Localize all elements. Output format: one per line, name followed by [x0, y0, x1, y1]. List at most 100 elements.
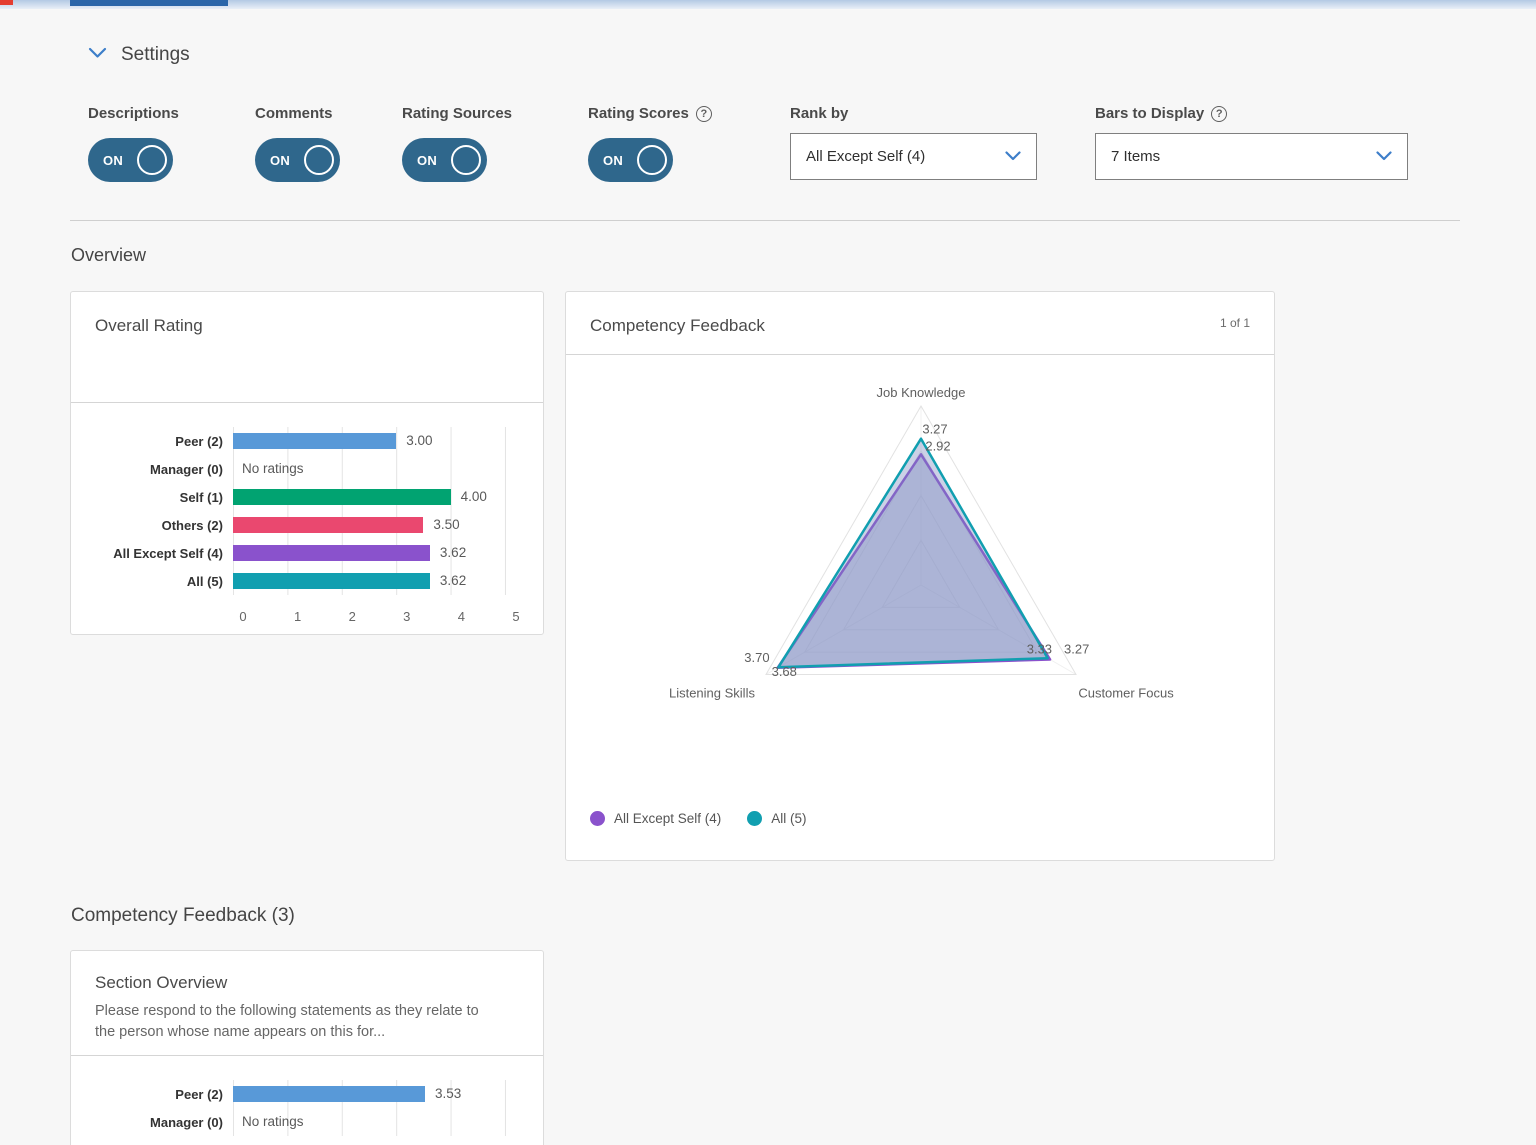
bar-category-label: Self (1) — [179, 489, 223, 505]
toggle-knob — [304, 145, 334, 175]
bar — [233, 573, 430, 589]
card-divider — [71, 402, 543, 403]
bar-row: Others (2) 3.50 — [81, 511, 543, 539]
dropdown-group-rank-by: Rank by All Except Self (4) — [790, 105, 1037, 180]
active-tab-indicator[interactable] — [70, 0, 228, 6]
dropdown-group-bars-to-display: Bars to Display? 7 Items — [1095, 105, 1408, 180]
overall-rating-title: Overall Rating — [95, 316, 203, 335]
legend-item: All (5) — [747, 811, 807, 826]
bar-value-label: 4.00 — [460, 489, 487, 504]
bar-track: 3.62 — [233, 539, 506, 567]
bar-value-label: 3.62 — [439, 545, 467, 560]
no-ratings-label: No ratings — [242, 461, 304, 476]
bar-row: Manager (0) No ratings — [81, 455, 543, 483]
dropdown-value: All Except Self (4) — [806, 148, 926, 165]
bar-row: Peer (2) 3.00 — [81, 427, 543, 455]
toggle-switch[interactable]: ON — [88, 138, 173, 182]
x-axis-tick: 4 — [457, 609, 466, 624]
bar-value-label: 3.50 — [433, 517, 460, 532]
bar-row: All (5) 3.62 — [81, 567, 543, 595]
chevron-down-icon — [88, 46, 107, 64]
overview-heading: Overview — [71, 245, 147, 265]
toggle-switch[interactable]: ON — [255, 138, 340, 182]
section-overview-title: Section Overview — [95, 973, 228, 992]
competency-feedback-card: Competency Feedback 1 of 1 3.27 2.92 3.70 3… — [565, 291, 1275, 861]
toggle-label: Rating Scores? — [588, 105, 712, 122]
bar-value-label: 3.53 — [435, 1086, 462, 1102]
toggle-state-label: ON — [417, 152, 438, 168]
bar-row: Self (1) 4.00 — [81, 483, 543, 511]
bar-category-label: All Except Self (4) — [113, 545, 223, 561]
bar-track: No ratings — [233, 1108, 506, 1137]
legend-item: All Except Self (4) — [590, 811, 721, 826]
settings-controls: Descriptions ON Comments ON Rating Sources ON… — [0, 105, 1536, 215]
toggle-group-descriptions: Descriptions ON — [88, 105, 179, 182]
toggle-state-label: ON — [603, 152, 624, 168]
bar-category-label: Peer (2) — [175, 1086, 223, 1102]
toggle-state-label: ON — [270, 152, 291, 168]
settings-title: Settings — [121, 44, 190, 65]
pagination-label: 1 of 1 — [1219, 316, 1250, 330]
radar-grid-ring — [842, 494, 1000, 631]
settings-section-header[interactable]: Settings — [88, 44, 190, 66]
bar — [233, 545, 430, 561]
x-axis-tick: 1 — [293, 609, 302, 624]
bar-row: All Except Self (4) 3.62 — [81, 539, 543, 567]
dropdown-label: Rank by — [790, 105, 849, 122]
bar-track: 3.53 — [233, 1080, 506, 1109]
x-axis: 0 1 2 3 4 5 — [239, 605, 520, 627]
radar-axis-label: Job Knowledge — [877, 385, 966, 400]
radar-grid-ring — [803, 449, 1039, 653]
x-axis-tick: 2 — [348, 609, 356, 624]
competency-section-heading: Competency Feedback (3) — [71, 905, 295, 926]
competency-feedback-title: Competency Feedback — [590, 316, 765, 335]
card-divider — [566, 354, 1274, 355]
bar-track: No ratings — [233, 455, 506, 483]
bar-category-label: Manager (0) — [150, 1114, 223, 1130]
bar-category-label: Manager (0) — [150, 461, 223, 477]
radar-chart: 3.27 2.92 3.703.68 3.33 3.27 Job Knowledge Lis… — [669, 385, 1174, 701]
help-icon[interactable]: ? — [1211, 105, 1228, 122]
tab-strip — [0, 0, 1536, 9]
radar-legend: All Except Self (4) All (5) — [590, 811, 807, 826]
toggle-switch[interactable]: ON — [588, 138, 673, 182]
toggle-group-rating-scores: Rating Scores? ON — [588, 105, 712, 182]
toggle-group-rating-sources: Rating Sources ON — [402, 105, 512, 182]
radar-value-label: 3.33 — [1027, 642, 1052, 657]
legend-dot-icon — [747, 811, 763, 826]
radar-axis-label: Customer Focus — [1078, 686, 1174, 701]
radar-grid-ring — [881, 539, 961, 608]
overall-rating-card: Overall Rating Peer (2) 3.00 Manager (0) No… — [70, 291, 544, 635]
toggle-label: Comments — [255, 105, 333, 122]
toggle-label: Descriptions — [88, 105, 179, 122]
settings-divider — [70, 220, 1460, 221]
radar-series-all-5- — [777, 437, 1049, 669]
bar-value-label: 3.00 — [406, 433, 433, 448]
help-icon[interactable]: ? — [695, 105, 712, 122]
toggle-switch[interactable]: ON — [402, 138, 487, 182]
toggle-knob — [451, 145, 481, 175]
dropdown-select[interactable]: All Except Self (4) — [790, 133, 1037, 180]
chevron-down-icon — [1005, 148, 1021, 165]
section-overview-card: Section Overview Please respond to the f… — [70, 950, 544, 1145]
bar-value-label: 3.62 — [439, 573, 467, 588]
radar-value-label: 3.70 — [744, 650, 769, 665]
chevron-down-icon — [1376, 148, 1392, 165]
toggle-group-comments: Comments ON — [255, 105, 340, 182]
dropdown-select[interactable]: 7 Items — [1095, 133, 1408, 180]
bar — [233, 433, 397, 449]
x-axis-tick: 5 — [512, 609, 520, 624]
radar-value-label: 3.27 — [1064, 642, 1089, 657]
dropdown-label: Bars to Display? — [1095, 105, 1408, 122]
bar — [233, 517, 424, 533]
corner-red-mark — [0, 0, 13, 5]
x-axis-tick: 3 — [403, 609, 411, 624]
legend-label: All (5) — [771, 811, 807, 826]
radar-value-label: 2.92 — [925, 439, 950, 454]
legend-dot-icon — [590, 811, 605, 826]
bar-category-label: All (5) — [186, 573, 223, 589]
overall-rating-chart: Peer (2) 3.00 Manager (0) No ratings Self (1… — [71, 427, 543, 627]
bar-track: 3.62 — [233, 567, 506, 595]
